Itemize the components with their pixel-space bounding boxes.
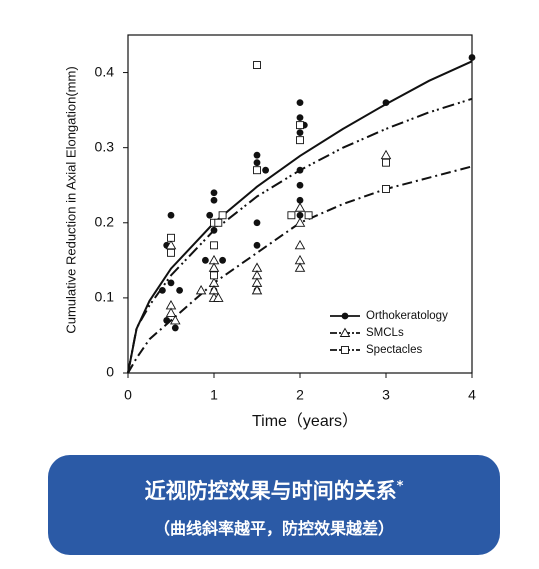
point <box>294 239 306 250</box>
point <box>214 218 223 227</box>
point <box>167 233 175 242</box>
y-tick-label: 0 <box>106 364 114 380</box>
y-tick-label: 0.4 <box>95 63 115 79</box>
legend-marker <box>341 346 349 354</box>
point <box>210 241 218 250</box>
fit-line <box>127 60 473 374</box>
banner-note: * <box>396 479 404 494</box>
point <box>294 262 306 272</box>
point <box>167 279 175 287</box>
x-axis-label: Time（years） <box>252 412 358 430</box>
y-tick-label: 0.1 <box>95 289 115 305</box>
point <box>171 324 179 332</box>
point <box>213 292 224 302</box>
x-tick-label: 1 <box>210 387 218 403</box>
y-tick-label: 0.3 <box>95 138 115 154</box>
point <box>210 189 218 197</box>
point <box>195 284 207 295</box>
chart: Time（years） Cumulative Reduction in Axia… <box>63 34 476 430</box>
point <box>296 136 304 145</box>
legend-label: Spectacles <box>366 344 423 356</box>
point <box>262 166 269 174</box>
point <box>294 217 306 227</box>
point <box>210 271 218 280</box>
point <box>253 219 261 227</box>
point <box>253 151 261 159</box>
point <box>165 239 177 250</box>
point <box>253 61 261 69</box>
point <box>296 121 304 130</box>
x-tick-label: 2 <box>296 387 304 403</box>
banner-subtitle: （曲线斜率越平，防控效果越差） <box>153 519 394 538</box>
point <box>296 99 304 106</box>
banner-title-row: 近视防控效果与时间的关系* <box>48 475 500 505</box>
legend-marker <box>341 312 349 320</box>
point <box>210 196 218 204</box>
x-tick-label: 4 <box>468 387 476 403</box>
point <box>468 54 476 61</box>
point <box>159 286 166 294</box>
y-tick-label: 0.2 <box>95 213 115 229</box>
point <box>165 307 177 317</box>
point <box>287 211 296 220</box>
point <box>163 317 171 324</box>
point <box>253 241 261 249</box>
point <box>296 114 304 122</box>
point <box>176 286 184 294</box>
point <box>382 158 390 167</box>
point <box>219 256 227 264</box>
point <box>304 211 313 220</box>
banner-title: 近视防控效果与时间的关系 <box>144 479 397 503</box>
point <box>296 211 304 219</box>
point <box>253 159 261 167</box>
point <box>296 129 304 137</box>
point <box>210 226 218 234</box>
legend: Orthokeratology SMCLs Spectacles <box>330 310 448 356</box>
x-tick-label: 3 <box>382 387 390 403</box>
point <box>380 149 392 160</box>
banner: 近视防控效果与时间的关系* （曲线斜率越平，防控效果越差） <box>48 455 500 555</box>
point <box>296 181 304 189</box>
legend-label: SMCLs <box>366 327 404 339</box>
legend-label: Orthokeratology <box>366 310 448 322</box>
legend-marker <box>339 327 351 337</box>
x-tick-label: 0 <box>124 387 132 403</box>
point <box>167 211 175 219</box>
point <box>382 99 390 106</box>
point <box>294 202 306 212</box>
point <box>296 166 304 174</box>
point <box>170 315 181 325</box>
point <box>296 196 304 204</box>
point <box>206 211 214 219</box>
point <box>253 166 261 175</box>
point <box>167 248 175 257</box>
fit-line <box>127 97 473 374</box>
y-axis-label: Cumulative Reduction in Axial Elongation… <box>63 66 78 333</box>
point <box>218 211 227 220</box>
point <box>208 262 220 272</box>
point <box>382 185 390 193</box>
point <box>251 284 263 295</box>
point <box>202 256 209 264</box>
